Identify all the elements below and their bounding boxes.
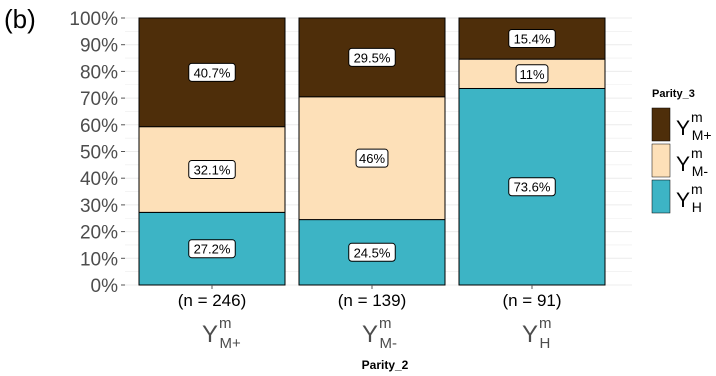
bar-segment bbox=[298, 17, 446, 98]
y-tick-label: 100% bbox=[69, 9, 118, 30]
y-tick-label: 90% bbox=[80, 36, 118, 57]
data-label: 27.2% bbox=[194, 242, 231, 257]
legend-swatch bbox=[651, 179, 671, 214]
legend-label: Ym M- bbox=[676, 145, 708, 179]
y-tick-label: 50% bbox=[80, 143, 118, 164]
y-tick-label: 30% bbox=[80, 196, 118, 217]
data-label-box bbox=[508, 29, 556, 49]
panel-label: (b) bbox=[4, 4, 36, 34]
data-label: 73.6% bbox=[514, 180, 551, 195]
data-label-box bbox=[348, 242, 396, 262]
data-label: 40.7% bbox=[194, 65, 231, 80]
x-tick-label: Ym H bbox=[522, 315, 552, 352]
y-tick-label: 20% bbox=[80, 223, 118, 244]
data-label: 24.5% bbox=[354, 245, 391, 260]
data-label-box bbox=[188, 160, 236, 180]
legend-label: Ym H bbox=[676, 181, 703, 215]
data-label: 29.5% bbox=[354, 50, 391, 65]
legend-title: Parity_3 bbox=[652, 88, 695, 100]
y-tick-label: 10% bbox=[80, 249, 118, 270]
data-label: 32.1% bbox=[194, 163, 231, 178]
legend-label: Ym M+ bbox=[676, 109, 712, 143]
data-label-box bbox=[508, 177, 556, 197]
x-tick-count: (n = 246) bbox=[178, 291, 247, 310]
y-tick-label: 70% bbox=[80, 89, 118, 110]
data-label-box bbox=[348, 47, 396, 67]
data-label-box bbox=[515, 64, 549, 84]
x-tick-count: (n = 139) bbox=[338, 291, 407, 310]
x-tick-label: Ym M+ bbox=[202, 315, 241, 352]
legend-swatch bbox=[651, 143, 671, 178]
x-tick-count: (n = 91) bbox=[502, 291, 561, 310]
data-label: 15.4% bbox=[514, 32, 551, 47]
y-tick-label: 60% bbox=[80, 116, 118, 137]
x-tick-label: Ym M- bbox=[362, 315, 397, 352]
data-label: 11% bbox=[519, 67, 544, 82]
data-label-box bbox=[355, 148, 389, 168]
data-label-box bbox=[188, 62, 236, 82]
data-label: 46% bbox=[359, 151, 385, 166]
y-tick-label: 40% bbox=[80, 169, 118, 190]
x-axis-title: Parity_2 bbox=[362, 358, 409, 372]
legend-swatch bbox=[651, 107, 671, 142]
data-label-box bbox=[188, 239, 236, 259]
y-tick-label: 80% bbox=[80, 62, 118, 83]
y-tick-label: 0% bbox=[91, 276, 119, 297]
